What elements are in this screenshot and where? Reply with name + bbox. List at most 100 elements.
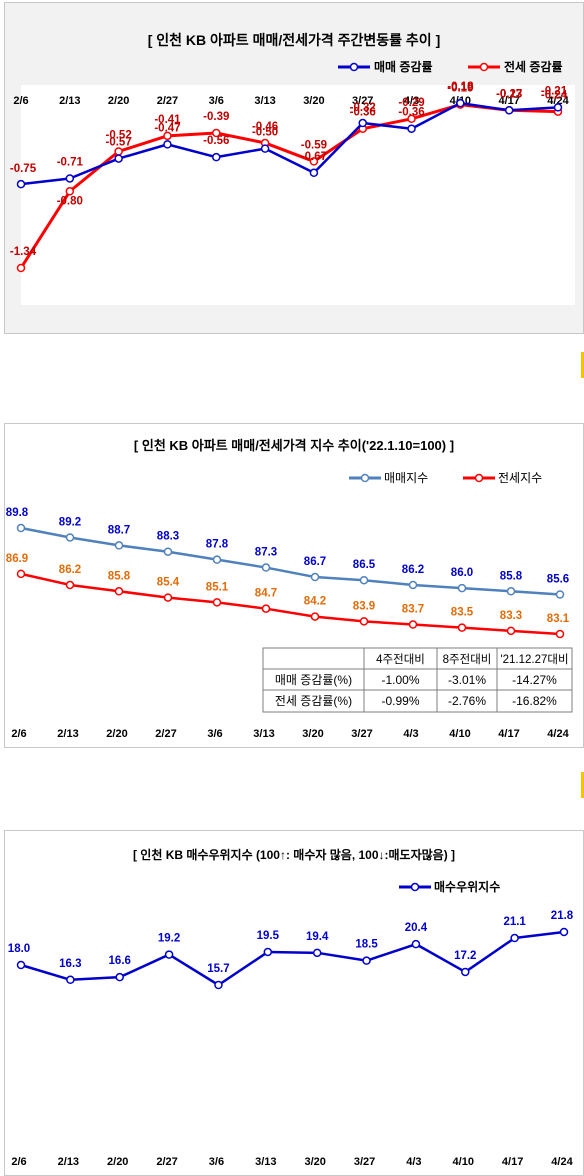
buyer-index-label: 19.2 [158, 933, 180, 945]
x-tick-label: 3/20 [303, 95, 324, 107]
sale-series-line [20, 101, 559, 186]
jeonse-data-label: -0.59 [301, 139, 327, 151]
weekly-change-svg: [ 인천 KB 아파트 매매/전세가격 주간변동률 추이 ] 2/6 2/13 2/2… [10, 32, 575, 305]
jeonse-data-label: -0.39 [203, 111, 229, 123]
edge-marker [581, 352, 584, 378]
jeonse-index-series-point [163, 593, 173, 602]
x-tick-label: 2/27 [155, 728, 176, 740]
buyer-index-label: 19.5 [257, 930, 280, 942]
buyer-index-series-point [263, 947, 273, 957]
jeonse-index-label: 85.8 [108, 570, 131, 582]
price-index-svg: [ 인천 KB 아파트 매매/전세가격 지수 추이('22.1.10=100) … [6, 438, 573, 740]
jeonse-data-label: -0.80 [57, 195, 83, 207]
sale-index-series-point [114, 541, 124, 550]
x-tick-label: 2/27 [156, 1156, 177, 1168]
buyer-index-series-point [362, 956, 371, 965]
sale-data-label: -0.71 [57, 156, 84, 168]
sale-index-series-point [163, 547, 173, 556]
jeonse-index-label: 83.3 [500, 610, 522, 622]
edge-marker [581, 772, 584, 798]
x-tick-label: 4/24 [547, 728, 569, 740]
buyer-index-label: 16.3 [59, 958, 81, 970]
sale-series-point [114, 154, 123, 163]
sale-index-label: 88.7 [108, 524, 130, 536]
sale-index-series-point [65, 533, 75, 542]
x-tick-label: 4/17 [498, 95, 519, 107]
jeonse-data-label: -0.36 [350, 107, 376, 119]
sale-series-point [553, 103, 563, 112]
x-tick-label: 4/17 [498, 728, 519, 740]
x-tick-label: 2/20 [107, 1156, 128, 1168]
sale-index-label: 85.6 [547, 573, 569, 585]
jeonse-index-series-point [359, 617, 369, 626]
table-cell: -16.82% [512, 694, 557, 708]
table-cell: -1.00% [381, 673, 419, 687]
jeonse-data-label: -0.41 [154, 114, 181, 126]
sale-index-label: 88.3 [157, 531, 179, 543]
sale-data-label: -0.56 [203, 135, 229, 147]
buyer-index-series-point [66, 975, 75, 985]
legend-jeonse-index-label: 전세지수 [498, 471, 542, 485]
jeonse-index-series-point [16, 569, 26, 579]
jeonse-index-series-point [212, 598, 222, 607]
jeonse-index-series-point [457, 623, 467, 632]
plot-area [21, 85, 575, 305]
sale-index-series-point [310, 572, 320, 582]
jeonse-series-point [16, 263, 26, 273]
buyer-index-series-point [411, 939, 421, 949]
legend-sale-label: 매매 증감률 [374, 59, 433, 74]
x-tick-label: 3/6 [209, 95, 224, 107]
buyer-index-series-point [16, 960, 26, 970]
table-cell: -0.99% [381, 694, 419, 708]
sale-index-series-point [457, 583, 467, 593]
jeonse-data-label: -0.24 [541, 90, 568, 102]
buyer-index-series-point [461, 967, 470, 977]
x-tick-label: 3/27 [352, 95, 373, 107]
x-tick-label: 4/24 [551, 1156, 573, 1168]
buyer-index-label: 21.8 [551, 910, 574, 922]
jeonse-index-label: 84.7 [255, 588, 277, 600]
sale-index-series-point [261, 563, 271, 572]
x-tick-label: 2/6 [11, 1156, 26, 1168]
buyer-index-series-point [510, 933, 519, 943]
jeonse-index-series-line [20, 572, 561, 636]
table-header: '21.12.27대비 [500, 653, 568, 666]
sale-index-series-point [506, 587, 516, 596]
sale-series-point [163, 140, 172, 149]
buyer-index-label: 16.6 [109, 955, 131, 967]
table-row-label: 매매 증감률(%) [275, 673, 352, 687]
x-tick-label: 4/10 [453, 1156, 474, 1168]
sale-index-series-point [555, 590, 565, 599]
jeonse-series-point [407, 114, 416, 124]
buyer-index-label: 21.1 [503, 916, 526, 928]
sale-data-label: -0.36 [398, 107, 424, 119]
x-tick-label: 4/3 [403, 728, 418, 740]
legend-sale-index-marker [360, 473, 370, 483]
buyer-index-series-point [312, 948, 322, 958]
x-tick-label: 4/10 [449, 728, 470, 740]
buyer-index-series-point [164, 950, 174, 959]
buyer-index-label: 19.4 [306, 931, 329, 943]
jeonse-index-label: 86.9 [6, 553, 28, 565]
jeonse-data-label: -0.19 [447, 83, 473, 95]
jeonse-data-label: -0.23 [496, 88, 522, 100]
sale-data-label: -0.47 [154, 122, 180, 134]
sale-data-label: -0.57 [106, 137, 132, 149]
jeonse-series-point [65, 187, 75, 196]
x-tick-label: 3/20 [302, 728, 323, 740]
sale-data-label: -0.18 [447, 81, 474, 93]
sale-index-label: 89.2 [59, 516, 81, 528]
x-tick-label: 4/3 [404, 95, 419, 107]
buyer-index-series-line [20, 930, 565, 987]
table-cell: -14.27% [512, 673, 557, 687]
jeonse-index-label: 85.1 [206, 581, 229, 593]
jeonse-series-point [309, 157, 319, 166]
price-index-chart: [ 인천 KB 아파트 매매/전세가격 지수 추이('22.1.10=100) … [4, 423, 584, 748]
sale-series-point [212, 152, 221, 162]
sale-index-label: 87.8 [206, 539, 229, 551]
legend-jeonse-label: 전세 증감률 [504, 59, 563, 74]
x-tick-label: 4/3 [406, 1156, 421, 1168]
buyer-index-label: 17.2 [454, 950, 476, 962]
table-header: 4주전대비 [376, 653, 425, 666]
buyer-index-label: 18.0 [8, 943, 30, 955]
